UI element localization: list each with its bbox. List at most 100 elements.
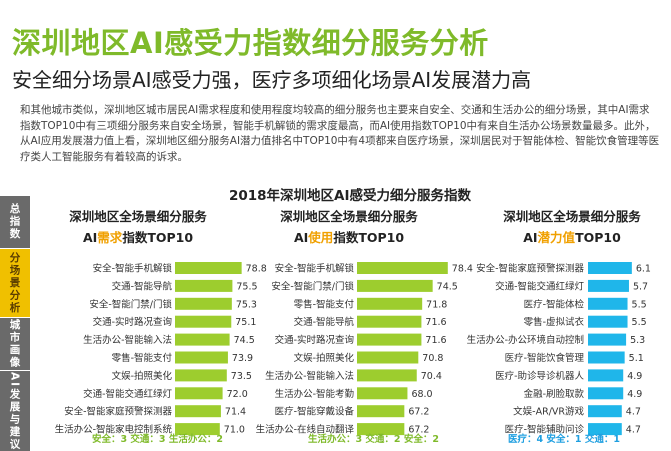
chart-1-value-label: 71.4 — [225, 407, 246, 418]
chart-2-bar — [357, 297, 423, 310]
chart-3-title-line2: AI潜力值TOP10 — [523, 230, 621, 245]
chart-1-category-label: 交通-智能交通红绿灯 — [83, 388, 172, 400]
chart-1-value-label: 75.3 — [236, 299, 257, 310]
chart-1-value-label: 72.0 — [227, 389, 248, 400]
chart-3-bar — [588, 297, 628, 310]
chart-3-value-label: 5.3 — [630, 335, 645, 346]
chart-2-category-label: 安全-智能手机解锁 — [275, 263, 355, 275]
chart-1-summary: 安全：3 交通：3 生活办公：2 — [92, 433, 223, 445]
chart-2-category-label: 生活办公-智能考勤 — [275, 388, 354, 400]
chart-1-value-label: 74.5 — [234, 335, 255, 346]
chart-2-title-part-1: 使用 — [307, 230, 333, 245]
chart-2-title-line1: 深圳地区全场景细分服务 — [280, 209, 418, 224]
chart-2-summary: 生活办公：3 交通：2 安全：2 — [308, 433, 439, 445]
chart-1-bar — [175, 423, 220, 436]
chart-3-value-label: 4.9 — [627, 371, 642, 382]
chart-2-value-label: 70.8 — [422, 353, 443, 364]
chart-3-bar — [588, 333, 627, 346]
chart-2-value-label: 71.8 — [426, 299, 447, 310]
chart-1-bar — [175, 405, 221, 418]
chart-3-value-label: 4.7 — [626, 407, 641, 418]
chart-2-category-label: 交通-实时路况查询 — [275, 334, 354, 346]
chart-2-bar — [357, 279, 433, 292]
chart-3-value-label: 5.1 — [629, 353, 644, 364]
chart-3-category-label: 医疗-智能饮食管理 — [505, 352, 585, 364]
chart-2-value-label: 70.4 — [421, 371, 442, 382]
chart-2-title-part-0: AI — [294, 230, 308, 245]
chart-3-category-label: 文娱-AR/VR游戏 — [513, 406, 584, 418]
chart-1-category-label: 零售-智能支付 — [112, 352, 173, 364]
chart-2-value-label: 68.0 — [411, 389, 432, 400]
chart-1-bar — [175, 315, 232, 328]
chart-1-value-label: 75.1 — [235, 317, 256, 328]
chart-3-bar — [588, 262, 632, 274]
sidebar-item-overview[interactable]: 总指数 — [0, 196, 30, 248]
chart-1-value-label: 73.9 — [232, 353, 253, 364]
chart-3-value-label: 6.1 — [636, 264, 651, 275]
chart-2-bar — [357, 405, 405, 418]
chart-2-bar — [357, 387, 408, 400]
chart-2-bar — [357, 423, 405, 436]
chart-2-bar — [357, 351, 419, 364]
chart-2-value-label: 67.2 — [408, 425, 429, 436]
chart-2-bar — [357, 315, 422, 328]
chart-3-value-label: 4.9 — [627, 389, 642, 400]
chart-2-category-label: 生活办公-在线自动翻译 — [256, 424, 355, 436]
chart-1-title-part-2: 指数TOP10 — [122, 230, 193, 245]
sidebar-item-scenario-analysis[interactable]: 分场景分析 — [0, 249, 30, 317]
chart-1-bar — [175, 333, 230, 346]
chart-3-value-label: 5.5 — [632, 317, 647, 328]
chart-1-category-label: 文娱-拍照美化 — [112, 370, 173, 382]
chart-3-bar — [588, 315, 628, 328]
chart-2-title-line2: AI使用指数TOP10 — [294, 230, 404, 245]
chart-1-value-label: 75.5 — [236, 281, 257, 292]
chart-3-bar — [588, 279, 629, 292]
chart-1-bar — [175, 387, 223, 400]
chart-1-category-label: 交通-智能导航 — [112, 280, 173, 292]
chart-2-value-label: 74.5 — [437, 281, 458, 292]
chart-3-title-line1: 深圳地区全场景细分服务 — [503, 209, 641, 224]
sidebar: 总指数 分场景分析 城市画像 AI发展与建议 — [0, 196, 30, 451]
description-text: 和其他城市类似，深圳地区城市居民AI需求程度和使用程度均较高的细分服务也主要来自… — [20, 104, 660, 163]
chart-2-value-label: 78.4 — [452, 264, 473, 275]
chart-1-category-label: 生活办公-智能家电控制系统 — [55, 424, 173, 436]
chart-1-category-label: 生活办公-智能输入法 — [83, 334, 172, 346]
chart-1-value-label: 73.5 — [231, 371, 252, 382]
chart-2-bar — [357, 369, 417, 382]
chart-1-value-label: 71.0 — [224, 425, 245, 436]
chart-3-title-part-0: AI — [523, 230, 537, 245]
chart-1-category-label: 安全-智能家庭预警探测器 — [64, 406, 172, 418]
chart-3-category-label: 交通-智能交通红绿灯 — [495, 280, 584, 292]
chart-1-title-part-0: AI — [83, 230, 97, 245]
chart-2-category-label: 文娱-拍照美化 — [294, 352, 355, 364]
chart-1-category-label: 安全-智能门禁/门锁 — [89, 298, 172, 310]
chart-1-bar — [175, 351, 228, 364]
chart-3-value-label: 5.5 — [632, 299, 647, 310]
chart-3-bar — [588, 369, 624, 382]
chart-1-value-label: 78.8 — [246, 264, 267, 275]
chart-1-bar — [175, 297, 232, 310]
chart-2-category-label: 医疗-智能穿戴设备 — [275, 406, 355, 418]
page-title: 深圳地区AI感受力指数细分服务分析 — [12, 26, 489, 60]
chart-3-bar — [588, 351, 625, 364]
chart-1-bar — [175, 369, 227, 382]
chart-2-category-label: 零售-智能支付 — [294, 298, 355, 310]
chart-1-title-line2: AI需求指数TOP10 — [83, 230, 193, 245]
sidebar-item-ai-development[interactable]: AI发展与建议 — [0, 371, 30, 451]
sidebar-item-city-portrait[interactable]: 城市画像 — [0, 318, 30, 370]
chart-2-value-label: 71.6 — [425, 335, 446, 346]
chart-2-category-label: 生活办公-智能输入法 — [265, 370, 354, 382]
chart-2-bar — [357, 262, 448, 274]
chart-3-category-label: 零售-虚拟试衣 — [524, 316, 585, 328]
chart-2-category-label: 交通-智能导航 — [294, 316, 355, 328]
chart-3-value-label: 4.7 — [626, 425, 641, 436]
chart-3-category-label: 医疗-智能辅助问诊 — [505, 424, 585, 436]
chart-3-bar — [588, 405, 622, 418]
chart-2-category-label: 安全-智能门禁/门锁 — [271, 280, 354, 292]
chart-3-category-label: 金融-刷脸取款 — [524, 388, 585, 400]
chart-1-title-line1: 深圳地区全场景细分服务 — [69, 209, 207, 224]
chart-2-bar — [357, 333, 422, 346]
page-subtitle: 安全细分场景AI感受力强，医疗多项细化场景AI发展潜力高 — [12, 68, 532, 92]
chart-1-title-part-1: 需求 — [97, 230, 123, 245]
